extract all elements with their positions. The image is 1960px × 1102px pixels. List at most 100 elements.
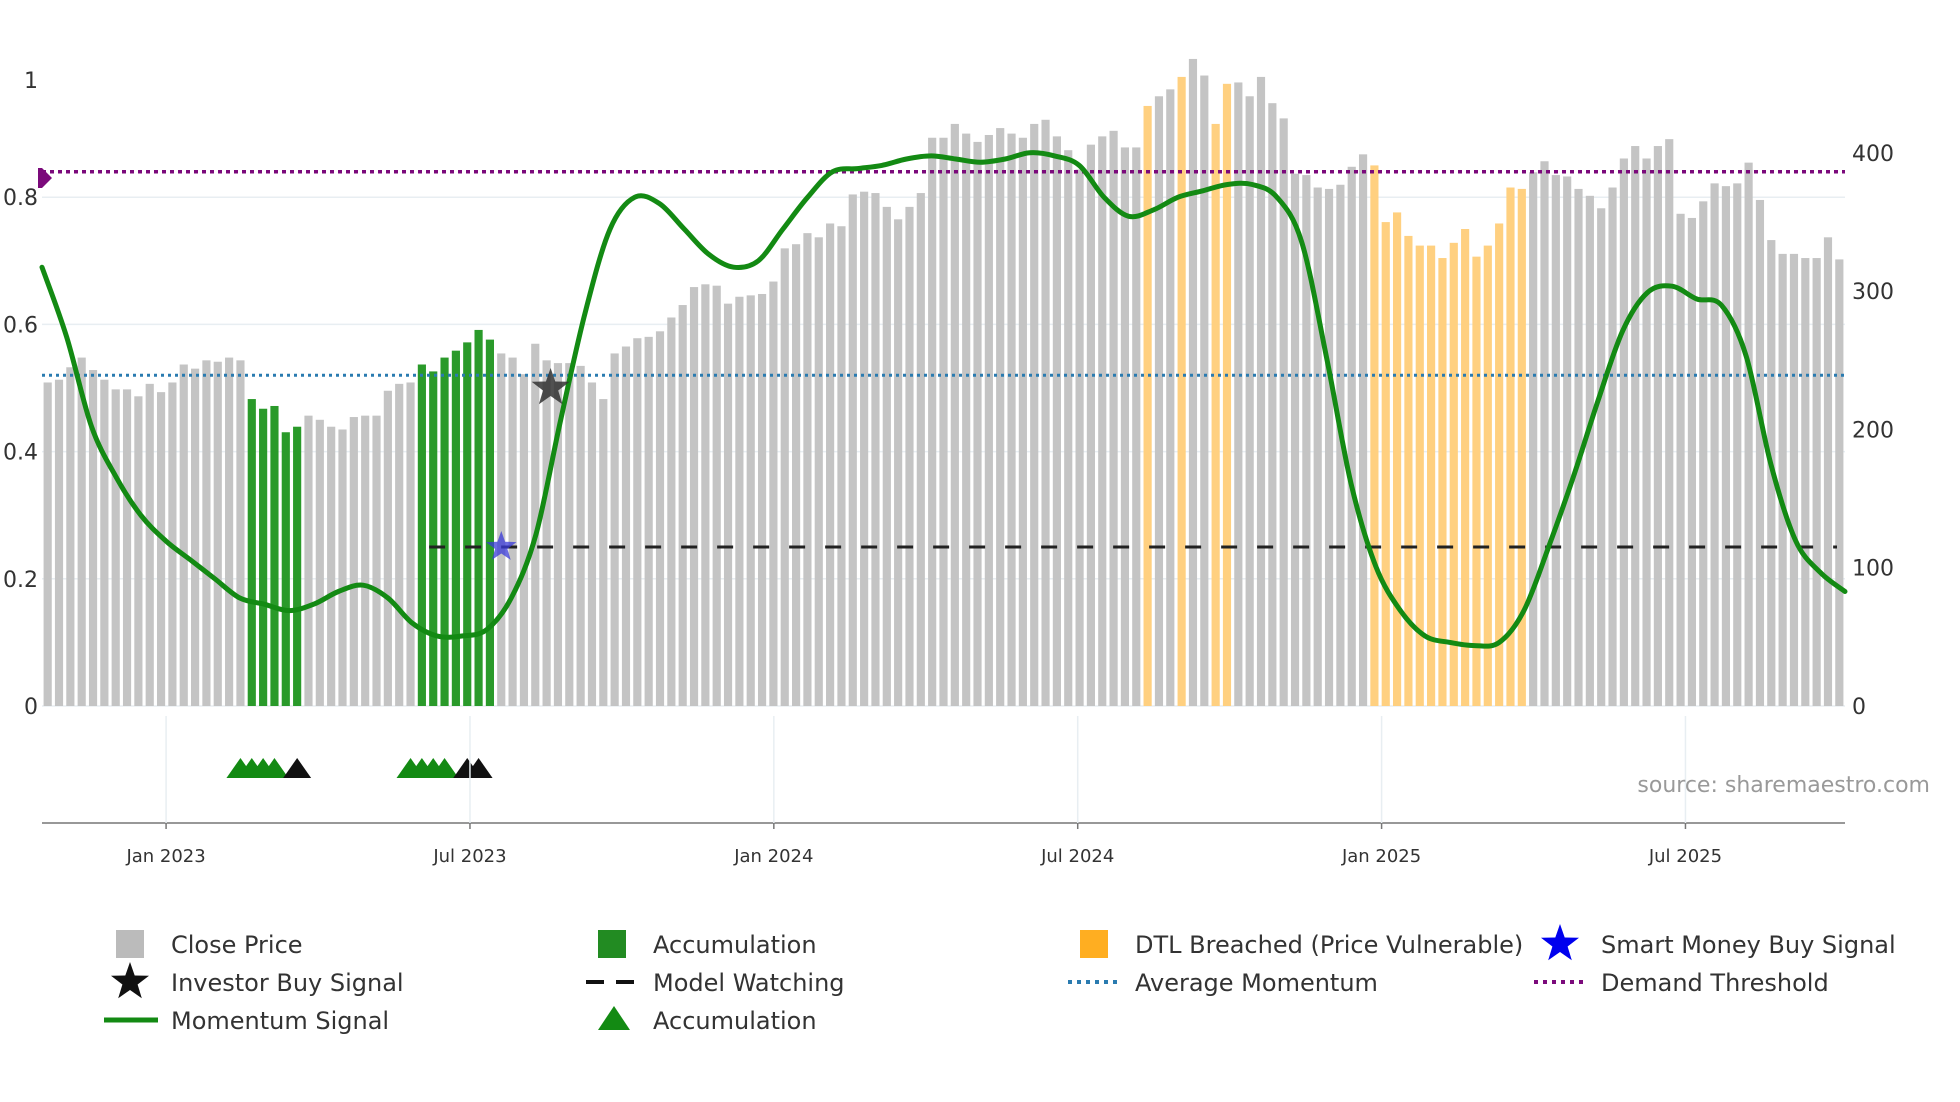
close-price-bar (1336, 184, 1345, 706)
close-price-bar (1551, 175, 1560, 707)
legend-swatch (1080, 930, 1108, 958)
close-price-bar (88, 370, 98, 706)
dtl-breached-bar (1438, 258, 1447, 706)
dtl-breached-bar (1393, 212, 1402, 706)
close-price-bar (1313, 187, 1322, 707)
right-axis-tick: 300 (1852, 280, 1894, 305)
close-price-bar (1755, 199, 1765, 706)
close-price-bar (1619, 158, 1628, 707)
accumulation-bar (429, 371, 438, 706)
close-price-bar (565, 363, 574, 706)
close-price-bar (1631, 146, 1640, 707)
legend-label: Model Watching (653, 969, 845, 997)
close-price-bar (610, 353, 619, 706)
dtl-breached-bar (1370, 165, 1379, 706)
accumulation-bar (463, 342, 472, 706)
close-price-bar (655, 331, 665, 706)
right-axis-tick: 200 (1852, 418, 1894, 443)
close-price-bar (1687, 217, 1696, 706)
x-axis-tick: Jan 2025 (1341, 846, 1421, 867)
close-price-bar (1529, 172, 1538, 706)
legend-label: Smart Money Buy Signal (1601, 931, 1896, 959)
close-price-bar (962, 133, 971, 707)
close-price-bar (1290, 173, 1300, 706)
legend-label: Close Price (171, 931, 303, 959)
legend-item: DTL Breached (Price Vulnerable) (1080, 930, 1523, 959)
close-price-bar (542, 360, 551, 706)
close-price-bar (1778, 253, 1787, 706)
x-axis-tick: Jul 2025 (1648, 846, 1722, 867)
close-price-bar (1744, 162, 1753, 707)
left-axis-tick: 0.2 (3, 568, 38, 593)
legend-label: DTL Breached (Price Vulnerable) (1135, 931, 1523, 959)
close-price-bar (860, 191, 869, 707)
close-price-bar (1324, 188, 1334, 706)
close-price-bar (315, 419, 324, 706)
dtl-breached-bar (1222, 83, 1232, 706)
close-price-bar (383, 390, 392, 706)
close-price-bar (1245, 96, 1254, 707)
right-axis-tick: 400 (1852, 142, 1894, 167)
dtl-breached-bar (1404, 235, 1413, 707)
close-price-bar (1710, 183, 1719, 707)
close-price-bar (1120, 147, 1130, 706)
close-price-bar (519, 374, 529, 706)
accumulation-bar (485, 339, 494, 706)
close-price-bar (202, 360, 211, 706)
dtl-breached-bar (1211, 123, 1220, 706)
close-price-bar (701, 284, 710, 706)
bars (43, 58, 1844, 707)
markers (226, 368, 570, 778)
close-price-bar (894, 219, 903, 707)
close-price-bar (100, 379, 109, 706)
close-price-bar (1823, 237, 1833, 706)
close-price-bar (1835, 259, 1844, 706)
close-price-bar (327, 426, 336, 706)
close-price-bar (1563, 176, 1572, 706)
close-price-bar (531, 343, 540, 706)
dtl-breached-bar (1381, 222, 1390, 706)
x-axis-tick: Jul 2023 (432, 846, 506, 867)
close-price-bar (304, 415, 313, 706)
close-price-bar (678, 305, 687, 706)
dtl-breached-bar (1449, 242, 1458, 706)
close-price-bar (225, 357, 234, 706)
accumulation-bar (474, 329, 483, 706)
close-price-bar (1030, 123, 1039, 706)
close-price-bar (689, 287, 699, 706)
legend-label: Investor Buy Signal (171, 969, 404, 997)
close-price-bar (644, 336, 653, 706)
close-price-bar (236, 360, 245, 706)
x-axis-tick: Jan 2023 (125, 846, 205, 867)
close-price-bar (1154, 96, 1164, 707)
close-price-bar (1789, 253, 1799, 706)
close-price-bar (905, 206, 914, 706)
dtl-breached-bar (1461, 229, 1470, 706)
close-price-bar (1699, 201, 1708, 706)
x-axis-tick: Jul 2024 (1040, 846, 1114, 867)
left-axis-tick: 1 (24, 69, 38, 94)
close-price-bar (1597, 208, 1606, 706)
dtl-breached-bar (1506, 187, 1515, 707)
left-axis-tick: 0.4 (3, 441, 38, 466)
close-price-bar (179, 364, 188, 706)
dtl-breached-bar (1472, 256, 1481, 706)
close-price-bar (826, 223, 835, 707)
accumulation-bar (259, 408, 268, 706)
close-price-bar (746, 295, 755, 706)
close-price-bar (871, 193, 880, 706)
legend-label: Average Momentum (1135, 969, 1378, 997)
close-price-bar (1098, 136, 1107, 706)
close-price-bar (1653, 146, 1662, 707)
close-price-bar (1086, 144, 1095, 706)
close-price-bar (769, 281, 778, 706)
legend-item: Accumulation (598, 930, 817, 959)
close-price-bar (1540, 161, 1549, 706)
legend-label: Momentum Signal (171, 1007, 389, 1035)
close-price-bar (723, 303, 733, 706)
close-price-bar (973, 141, 982, 707)
close-price-bar (599, 399, 608, 706)
close-price-bar (1064, 150, 1073, 707)
close-price-bar (1007, 133, 1016, 707)
